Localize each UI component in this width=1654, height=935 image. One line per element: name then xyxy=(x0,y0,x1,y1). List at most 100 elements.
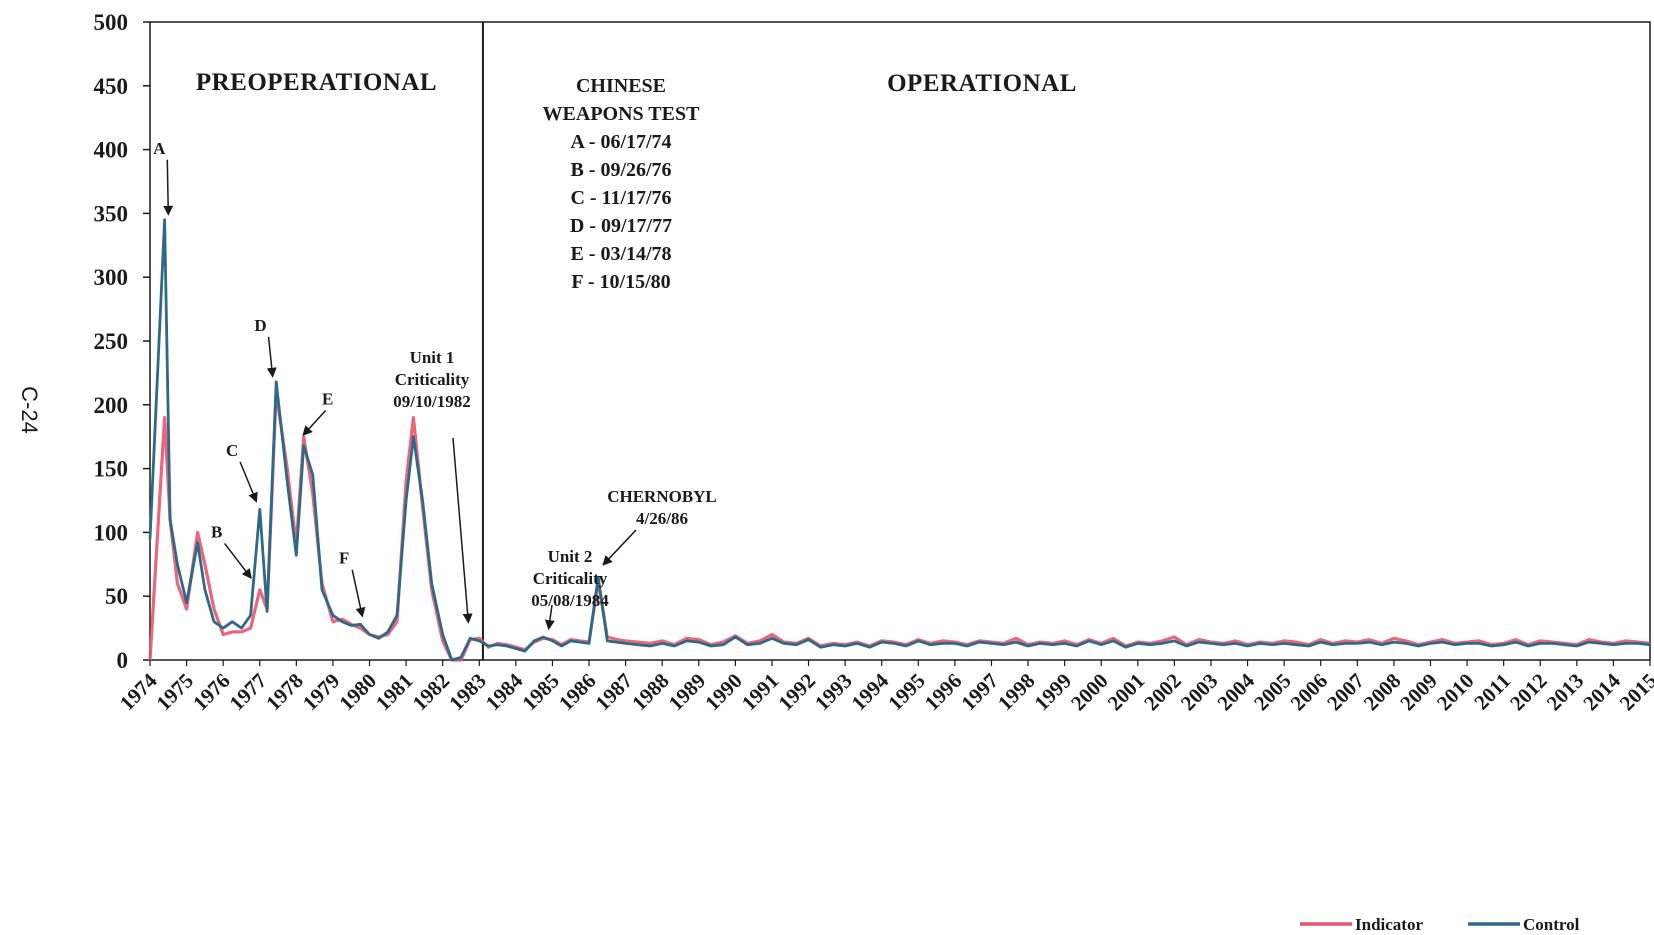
x-tick-label: 1998 xyxy=(993,669,1040,716)
event-annotation-text: Criticality xyxy=(533,569,608,588)
y-tick-label: 200 xyxy=(94,393,129,418)
annotations-layer: PREOPERATIONAL OPERATIONAL CHINESE WEAPO… xyxy=(196,69,1077,293)
period-label-preoperational: PREOPERATIONAL xyxy=(196,69,437,96)
x-tick-label: 2009 xyxy=(1395,669,1442,716)
event-arrow xyxy=(239,461,258,503)
x-tick-label: 2003 xyxy=(1176,669,1223,716)
event-arrow xyxy=(351,569,366,618)
legend: Indicator Control xyxy=(1300,915,1580,934)
x-tick-label: 1991 xyxy=(737,669,784,716)
series-layer xyxy=(148,218,1651,662)
x-tick-label: 2006 xyxy=(1286,669,1333,716)
x-tick-label: 1985 xyxy=(517,669,564,716)
legend-label-indicator: Indicator xyxy=(1355,915,1423,934)
event-annotation-text: Unit 1 xyxy=(410,348,455,367)
x-tick-label: 2015 xyxy=(1615,669,1654,716)
y-tick-label: 250 xyxy=(94,329,129,354)
x-axis-ticks: 1974197519761977197819791980198119821983… xyxy=(115,660,1654,715)
x-tick-label: 1999 xyxy=(1030,669,1077,716)
x-tick-label: 1974 xyxy=(115,668,162,715)
event-annotation-text: 4/26/86 xyxy=(636,509,688,528)
x-tick-label: 1976 xyxy=(188,669,235,716)
weapons-test-heading-line: CHINESE xyxy=(576,75,666,97)
event-annotation-text: Criticality xyxy=(395,370,470,389)
event-arrow xyxy=(602,529,637,566)
x-tick-label: 2004 xyxy=(1212,668,1259,715)
x-tick-label: 1986 xyxy=(554,669,601,716)
x-tick-label: 2011 xyxy=(1469,669,1515,715)
event-arrow xyxy=(302,410,327,437)
event-annotation-text: 09/10/1982 xyxy=(393,392,470,411)
x-tick-label: 1975 xyxy=(151,669,198,716)
weapons-test-item: D - 09/17/77 xyxy=(570,215,672,237)
event-arrow xyxy=(544,604,555,631)
event-marker-label: B xyxy=(211,522,222,541)
y-axis-ticks: 0 50 100 150 200 250 300 350 400 450 500 xyxy=(94,10,150,673)
x-tick-label: 1980 xyxy=(334,669,381,716)
x-tick-label: 1995 xyxy=(883,669,930,716)
event-annotation-text: Unit 2 xyxy=(548,547,593,566)
event-marker-label: C xyxy=(226,441,238,460)
weapons-test-item: A - 06/17/74 xyxy=(570,131,671,153)
x-tick-label: 1981 xyxy=(371,669,418,716)
x-tick-label: 2008 xyxy=(1359,669,1406,716)
y-tick-label: 400 xyxy=(94,138,129,163)
x-tick-label: 2014 xyxy=(1578,668,1625,715)
x-tick-label: 1994 xyxy=(847,668,894,715)
x-tick-label: 1984 xyxy=(481,668,528,715)
event-annotation-text: CHERNOBYL xyxy=(607,487,717,506)
weapons-test-item: B - 09/26/76 xyxy=(570,159,671,181)
x-tick-label: 1993 xyxy=(810,669,857,716)
x-tick-label: 2012 xyxy=(1505,669,1552,716)
event-arrow xyxy=(266,336,277,378)
weapons-test-item: E - 03/14/78 xyxy=(570,243,671,265)
x-tick-label: 1992 xyxy=(773,669,820,716)
x-tick-label: 1987 xyxy=(590,669,637,716)
x-tick-label: 2002 xyxy=(1139,669,1186,716)
x-tick-label: 2005 xyxy=(1249,669,1296,716)
x-tick-label: 1990 xyxy=(700,669,747,716)
legend-label-control: Control xyxy=(1523,915,1580,934)
event-markers-layer: A B C D E F Unit 1 Criticality 09/10/1982 Unit 2 C… xyxy=(153,139,717,631)
x-tick-label: 1983 xyxy=(444,669,491,716)
event-marker-label: F xyxy=(339,549,349,568)
y-tick-label: 500 xyxy=(94,10,129,35)
series-line-control xyxy=(148,218,1651,662)
event-annotation-text: 05/08/1984 xyxy=(531,591,609,610)
x-tick-label: 1988 xyxy=(627,669,674,716)
x-tick-label: 2013 xyxy=(1542,669,1589,716)
series-line-indicator xyxy=(148,390,1651,662)
weapons-test-heading-line: WEAPONS TEST xyxy=(543,103,701,125)
x-tick-label: 1989 xyxy=(664,669,711,716)
chart-axes xyxy=(149,21,1651,661)
y-tick-label: 350 xyxy=(94,201,129,226)
page-marker: C-24 xyxy=(17,386,42,434)
x-tick-label: 1982 xyxy=(408,669,455,716)
x-tick-label: 1979 xyxy=(298,669,345,716)
plot-frame xyxy=(149,21,1651,661)
weapons-test-item: C - 11/17/76 xyxy=(570,187,671,209)
x-tick-label: 2010 xyxy=(1432,669,1479,716)
event-marker-label: E xyxy=(322,390,333,409)
y-tick-label: 50 xyxy=(105,584,128,609)
y-tick-label: 300 xyxy=(94,265,129,290)
event-marker-label: D xyxy=(254,316,266,335)
event-marker-label: A xyxy=(153,139,166,158)
x-tick-label: 1978 xyxy=(261,669,308,716)
y-tick-label: 150 xyxy=(94,457,129,482)
event-arrow xyxy=(452,437,473,624)
period-label-operational: OPERATIONAL xyxy=(887,70,1077,97)
weapons-test-item: F - 10/15/80 xyxy=(571,271,670,293)
event-arrow xyxy=(224,542,252,580)
weapons-test-legend: CHINESE WEAPONS TEST A - 06/17/74 B - 09… xyxy=(543,75,701,293)
event-arrow xyxy=(163,159,174,216)
y-tick-label: 100 xyxy=(94,520,129,545)
x-tick-label: 2007 xyxy=(1322,669,1369,716)
y-tick-label: 450 xyxy=(94,74,129,99)
y-tick-label: 0 xyxy=(117,648,129,673)
x-tick-label: 1996 xyxy=(920,669,967,716)
x-tick-label: 1997 xyxy=(956,669,1003,716)
x-tick-label: 1977 xyxy=(225,669,272,716)
x-tick-label: 2001 xyxy=(1103,669,1150,716)
